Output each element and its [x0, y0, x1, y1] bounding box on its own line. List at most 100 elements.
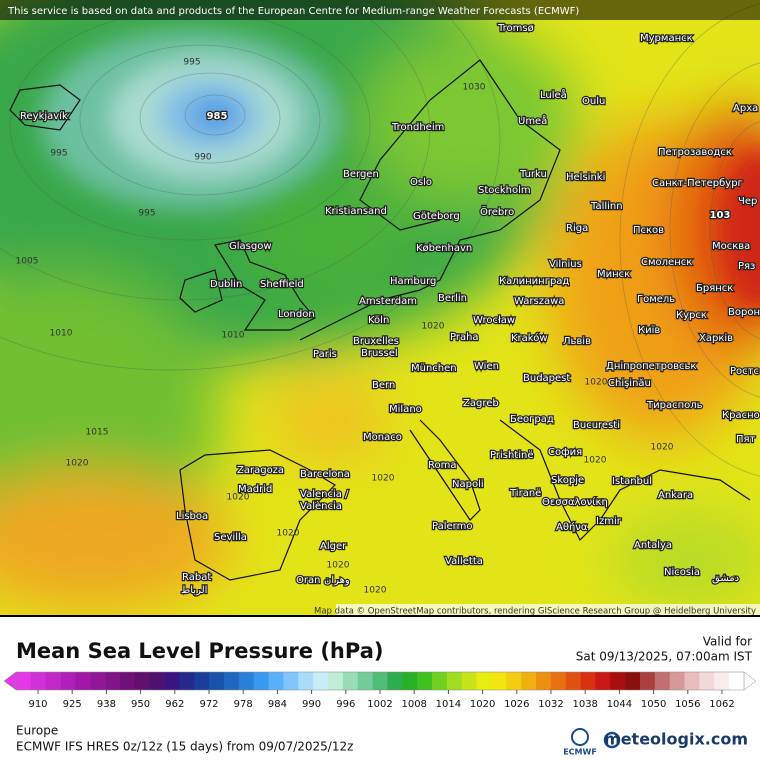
colorbar-tick-label: 1038 — [572, 699, 597, 710]
isobar-label: 995 — [50, 149, 67, 159]
colorbar-tick-label: 1044 — [607, 699, 632, 710]
isobar-label: 1020 — [651, 443, 674, 453]
colorbar-segment — [461, 672, 477, 690]
isobar-label: 995 — [183, 58, 200, 68]
city-label: Львів — [563, 335, 591, 347]
city-label: Rabat — [182, 572, 211, 583]
city-label: Sheffield — [260, 279, 304, 290]
city-label: Θεσσαλονίκη — [542, 496, 608, 508]
colorbar-segment — [595, 672, 611, 690]
city-label: الرباط — [181, 585, 207, 596]
city-label: Tromsø — [497, 23, 534, 34]
colorbar-tick-label: 1014 — [436, 699, 461, 710]
isobar-label: 1020 — [422, 322, 445, 332]
city-label: Мурманск — [640, 33, 693, 44]
city-label: Dublin — [210, 279, 242, 290]
colorbar-tick-label: 950 — [131, 699, 150, 710]
colorbar-tick-label: 984 — [268, 699, 287, 710]
colorbar-segment — [209, 672, 225, 690]
colorbar-segment — [357, 672, 373, 690]
colorbar-segment — [476, 672, 492, 690]
city-label: Ankara — [658, 490, 693, 501]
model-info: ECMWF IFS HRES 0z/12z (15 days) from 09/… — [16, 740, 353, 754]
colorbar-segment — [669, 672, 685, 690]
city-label: Wien — [474, 361, 499, 372]
city-label: København — [416, 243, 472, 254]
brand[interactable]: meteologix.com — [604, 730, 748, 749]
city-label: Пят — [736, 434, 756, 445]
colorbar-segment — [30, 672, 47, 690]
colorbar-segment — [491, 672, 507, 690]
data-notice: This service is based on data and produc… — [7, 6, 579, 17]
city-label: Örebro — [480, 205, 514, 218]
colorbar-segment — [372, 672, 388, 690]
city-label: Bruxelles — [353, 336, 399, 347]
isobar-label: 995 — [138, 209, 155, 219]
valid-time: Sat 09/13/2025, 07:00am IST — [576, 650, 753, 664]
colorbar-segment — [283, 672, 299, 690]
colorbar-segment — [224, 672, 240, 690]
city-label: Тирасполь — [646, 400, 703, 411]
city-label: Чер — [738, 196, 757, 207]
colorbar-segment — [550, 672, 567, 690]
colorbar-segment — [60, 672, 76, 690]
isobar-label: 1015 — [86, 428, 109, 438]
colorbar-segment — [714, 672, 730, 690]
city-label: Курск — [676, 310, 707, 321]
city-label: Брянск — [696, 283, 733, 294]
isobar-label: 1010 — [222, 331, 245, 341]
city-label: Praha — [450, 332, 479, 343]
city-label: Дніпропетровськ — [606, 360, 696, 372]
city-label: Oslo — [410, 177, 432, 188]
city-label: Glasgow — [229, 241, 272, 252]
city-label: Nicosia — [664, 567, 700, 578]
city-label: Stockholm — [478, 185, 531, 196]
colorbar-segment — [446, 672, 463, 690]
city-label: Zaragoza — [237, 465, 284, 476]
city-label: Вороне — [728, 307, 760, 318]
isobar-label: 1005 — [16, 257, 39, 267]
map: This service is based on data and produc… — [0, 0, 760, 617]
map-attribution[interactable]: Map data © OpenStreetMap contributors, r… — [314, 607, 756, 617]
city-label: Арха — [733, 103, 758, 114]
colorbar-segment — [179, 672, 195, 690]
brand-icon — [603, 731, 621, 749]
colorbar-segment — [580, 672, 596, 690]
isobar-label: 1020 — [584, 456, 607, 466]
city-label: Napoli — [452, 479, 484, 490]
city-label: Turku — [519, 169, 547, 180]
city-label: Berlin — [438, 293, 467, 304]
colorbar-tick-label: 925 — [63, 699, 82, 710]
colorbar-tick-label: 1056 — [675, 699, 700, 710]
colorbar-segment — [654, 672, 671, 690]
isobar-label: 1030 — [463, 83, 486, 93]
region: Europe — [16, 724, 58, 738]
colorbar-segment — [313, 672, 329, 690]
city-label: München — [411, 363, 457, 374]
colorbar-segment — [536, 672, 552, 690]
city-label: Trondheim — [391, 122, 444, 133]
city-label: Београд — [510, 414, 554, 425]
colorbar-tick-label: 1020 — [470, 699, 495, 710]
colorbar-segment — [90, 672, 106, 690]
colorbar-segment — [625, 672, 641, 690]
colorbar-segment — [684, 672, 700, 690]
colorbar-tick-label: 938 — [97, 699, 116, 710]
city-label: Palermo — [432, 521, 472, 532]
colorbar-segment — [134, 672, 151, 690]
city-label: Lisboa — [176, 511, 208, 522]
city-label: Ростс — [730, 366, 759, 377]
city-label: София — [548, 447, 582, 458]
colorbar-tick-label: 978 — [234, 699, 253, 710]
isobar-label: 1020 — [66, 459, 89, 469]
city-label: Skopje — [551, 475, 584, 486]
colorbar-segment — [417, 672, 433, 690]
city-label: Amsterdam — [359, 296, 417, 307]
city-label: Göteborg — [413, 211, 460, 222]
colorbar-segment — [238, 672, 255, 690]
city-label: Sevilla — [214, 532, 247, 543]
city-label: Budapest — [523, 373, 570, 384]
valid-label: Valid for — [703, 635, 752, 649]
city-label: Минск — [597, 269, 630, 280]
